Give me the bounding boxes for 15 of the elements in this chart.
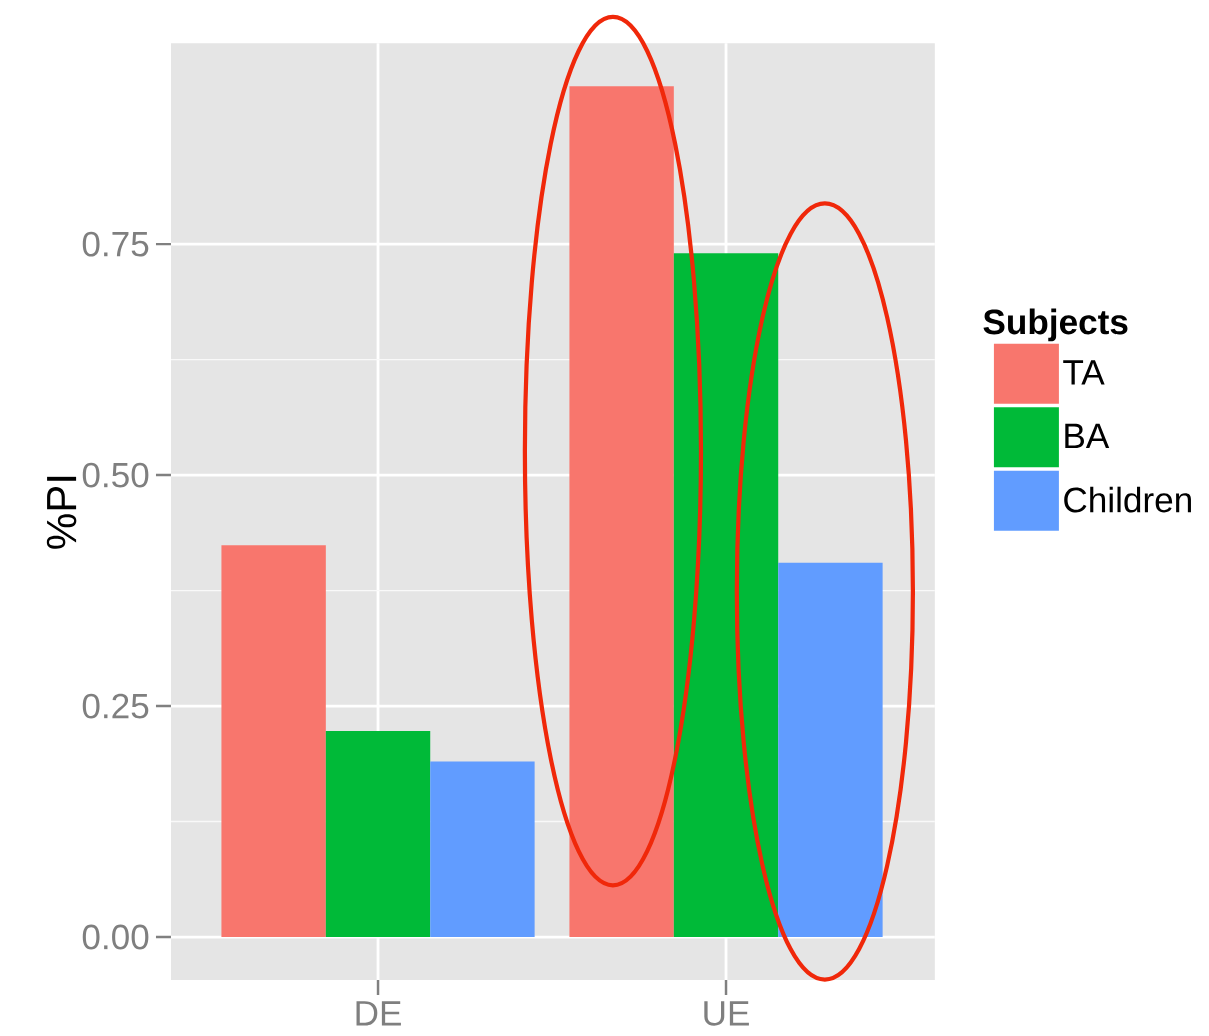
- x-tick-label: UE: [704, 1001, 749, 1026]
- legend-label: TA: [1063, 360, 1105, 385]
- bar: [221, 545, 326, 938]
- y-axis-title: %PI: [46, 476, 77, 549]
- bar: [778, 562, 883, 938]
- legend-label: BA: [1065, 423, 1110, 448]
- y-tick-label: 0.50: [82, 462, 149, 488]
- legend-label: Children: [1064, 486, 1191, 513]
- y-tick-label: 0.25: [82, 693, 149, 719]
- bar: [430, 761, 535, 938]
- y-tick-label: 0.00: [82, 924, 149, 950]
- legend-title: Subjects: [983, 308, 1128, 342]
- y-tick-label: 0.75: [82, 231, 149, 257]
- x-tick-label: DE: [356, 1001, 401, 1026]
- bar: [325, 731, 431, 938]
